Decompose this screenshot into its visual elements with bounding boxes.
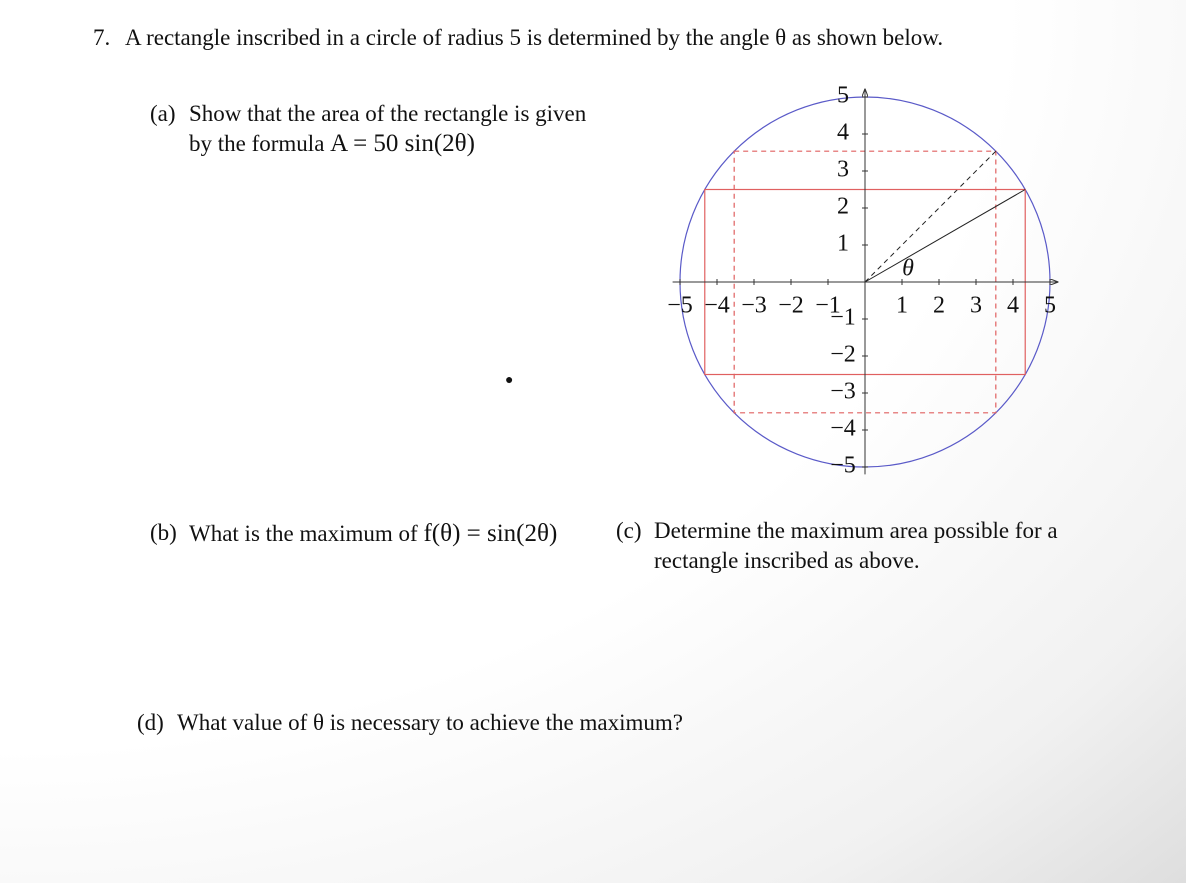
y-tick-label: 2 bbox=[837, 194, 849, 220]
x-tick-label: −2 bbox=[778, 293, 804, 319]
x-tick-label: 1 bbox=[896, 293, 908, 319]
formula: A = 50 sin(2θ) bbox=[330, 130, 475, 157]
y-tick-label: −5 bbox=[830, 453, 856, 479]
angle-label: θ bbox=[902, 256, 914, 282]
y-tick-label: −2 bbox=[830, 342, 856, 368]
x-tick-label: 4 bbox=[1007, 293, 1019, 319]
y-tick-label: −4 bbox=[830, 416, 856, 442]
part-text: Show that the area of the rectangle is g… bbox=[189, 101, 587, 126]
y-tick-label: 3 bbox=[837, 157, 849, 183]
x-tick-label: 2 bbox=[933, 293, 945, 319]
x-tick-label: −3 bbox=[741, 293, 767, 319]
x-tick-label: −4 bbox=[704, 293, 730, 319]
solid-rectangle-radius bbox=[864, 189, 1026, 283]
x-tick-label: 5 bbox=[1044, 293, 1056, 319]
formula: f(θ) = sin(2θ) bbox=[423, 520, 558, 547]
part-label: (c) bbox=[616, 518, 642, 543]
part-text: by the formula bbox=[189, 131, 325, 156]
part-text: Determine the maximum area possible for … bbox=[654, 518, 1058, 543]
part-text: rectangle inscribed as above. bbox=[654, 548, 920, 573]
y-tick-label: −1 bbox=[830, 305, 856, 331]
y-tick-label: 5 bbox=[837, 83, 849, 109]
part-text: by the formula A = 50 sin(2θ) bbox=[189, 131, 475, 156]
x-tick-label: −1 bbox=[815, 293, 841, 319]
problem-statement: A rectangle inscribed in a circle of rad… bbox=[125, 25, 944, 50]
problem-number: 7. bbox=[93, 25, 111, 50]
dot: ● bbox=[505, 373, 514, 388]
y-tick-label: 1 bbox=[837, 231, 849, 257]
part-label: (b) bbox=[150, 520, 177, 545]
x-tick-label: 3 bbox=[970, 293, 982, 319]
part-text: What is the maximum of f(θ) = sin(2θ) bbox=[189, 521, 557, 546]
x-tick-label: −5 bbox=[667, 293, 693, 319]
part-text: What is the maximum of bbox=[189, 521, 418, 546]
part-label: (a) bbox=[150, 101, 176, 126]
part-label: (d) bbox=[137, 710, 164, 735]
dashed-rectangle-radius bbox=[864, 150, 997, 283]
part-text: What value of θ is necessary to achieve … bbox=[177, 710, 683, 735]
y-tick-label: −3 bbox=[830, 379, 856, 405]
y-tick-label: 4 bbox=[837, 120, 849, 146]
